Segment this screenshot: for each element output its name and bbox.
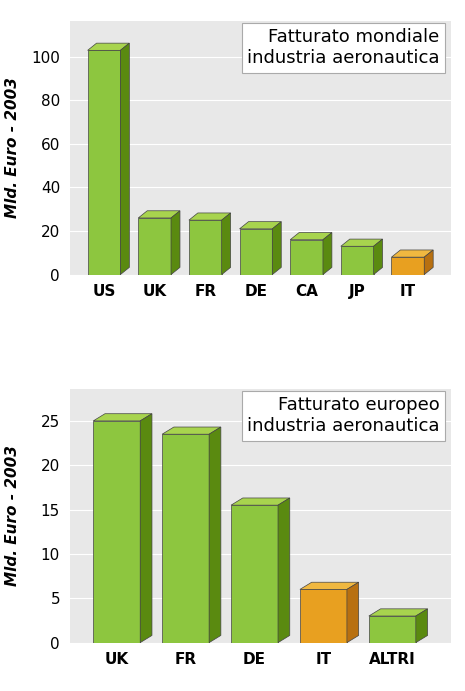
Polygon shape [272, 222, 281, 274]
Polygon shape [138, 218, 171, 274]
Polygon shape [162, 427, 221, 434]
Polygon shape [140, 414, 152, 643]
Polygon shape [222, 213, 231, 274]
Polygon shape [209, 427, 221, 643]
Polygon shape [189, 213, 231, 220]
Polygon shape [347, 583, 359, 643]
Polygon shape [239, 229, 272, 274]
Polygon shape [341, 246, 373, 274]
Polygon shape [290, 233, 332, 240]
Polygon shape [138, 211, 180, 218]
Polygon shape [162, 434, 209, 643]
Polygon shape [300, 589, 347, 643]
Polygon shape [416, 609, 427, 643]
Polygon shape [93, 414, 152, 421]
Polygon shape [323, 233, 332, 274]
Polygon shape [93, 421, 140, 643]
Text: Fatturato europeo
industria aeronautica: Fatturato europeo industria aeronautica [247, 397, 439, 435]
Polygon shape [239, 222, 281, 229]
Polygon shape [278, 498, 290, 643]
Polygon shape [87, 43, 129, 50]
Y-axis label: Mld. Euro - 2003: Mld. Euro - 2003 [5, 445, 20, 586]
Polygon shape [392, 250, 433, 257]
Polygon shape [369, 609, 427, 616]
Polygon shape [373, 239, 383, 274]
Polygon shape [231, 505, 278, 643]
Polygon shape [120, 43, 129, 274]
Text: Fatturato mondiale
industria aeronautica: Fatturato mondiale industria aeronautica [247, 28, 439, 67]
Polygon shape [369, 616, 416, 643]
Polygon shape [392, 257, 424, 274]
Polygon shape [341, 239, 383, 246]
Polygon shape [87, 50, 120, 274]
Polygon shape [290, 240, 323, 274]
Polygon shape [300, 583, 359, 589]
Polygon shape [424, 250, 433, 274]
Polygon shape [189, 220, 222, 274]
Polygon shape [231, 498, 290, 505]
Polygon shape [171, 211, 180, 274]
Y-axis label: Mld. Euro - 2003: Mld. Euro - 2003 [5, 77, 20, 218]
